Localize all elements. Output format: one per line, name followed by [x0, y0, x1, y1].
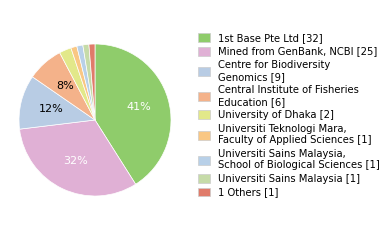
Wedge shape	[19, 120, 136, 196]
Text: 41%: 41%	[127, 102, 151, 112]
Legend: 1st Base Pte Ltd [32], Mined from GenBank, NCBI [25], Centre for Biodiversity
Ge: 1st Base Pte Ltd [32], Mined from GenBan…	[198, 33, 380, 197]
Text: 12%: 12%	[38, 104, 63, 114]
Wedge shape	[71, 46, 95, 120]
Text: 32%: 32%	[63, 156, 88, 166]
Wedge shape	[19, 77, 95, 129]
Wedge shape	[83, 44, 95, 120]
Wedge shape	[95, 44, 171, 184]
Wedge shape	[60, 48, 95, 120]
Text: 8%: 8%	[56, 81, 74, 91]
Wedge shape	[77, 45, 95, 120]
Wedge shape	[32, 53, 95, 120]
Wedge shape	[89, 44, 95, 120]
